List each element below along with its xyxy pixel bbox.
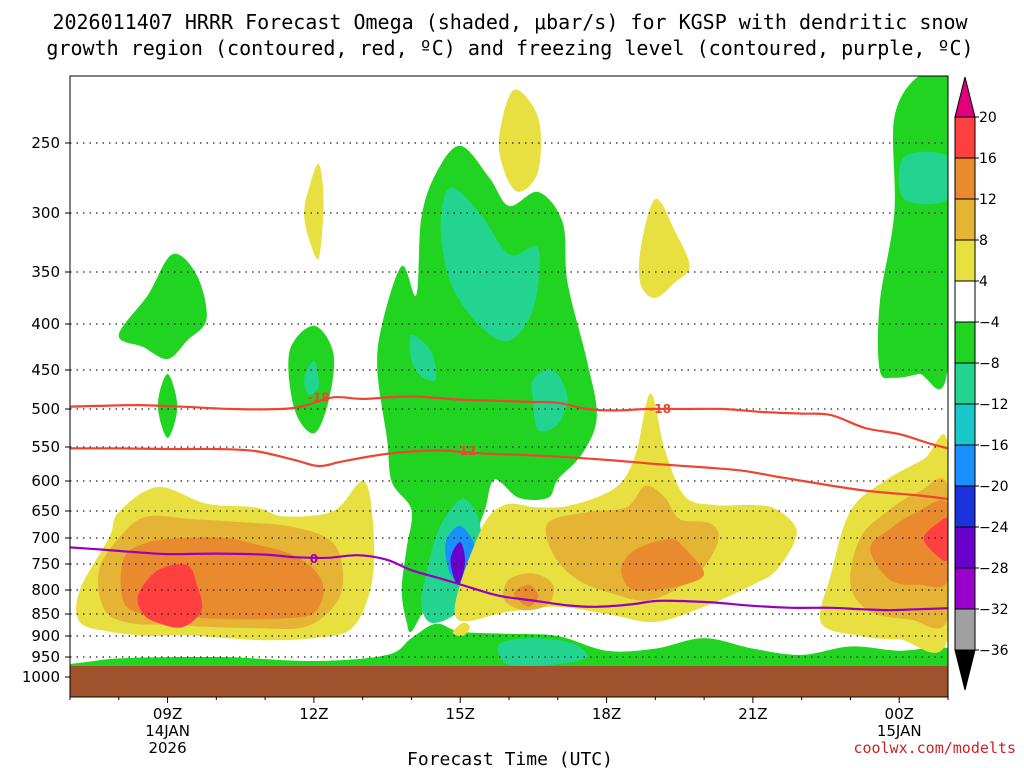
- y-tick-950: 950: [31, 648, 60, 666]
- omega-area-teal-central-left: [409, 334, 437, 382]
- y-tick-650: 650: [31, 502, 60, 520]
- omega-area-red-lower-left: [137, 564, 203, 628]
- colorbar-label-4: 4: [979, 274, 988, 290]
- x-tick-18-line-0: 18Z: [592, 705, 621, 723]
- y-tick-800: 800: [31, 581, 60, 599]
- y-tick-400: 400: [31, 315, 60, 333]
- colorbar-label-20: 20: [979, 110, 997, 126]
- temperature-contours: [70, 395, 948, 612]
- omega-area-yellow-top-19z: [638, 198, 690, 299]
- omega-area-yellow-top-16z: [498, 89, 542, 192]
- x-tick-24-line-0: 00Z: [885, 705, 914, 723]
- chart-title: 2026011407 HRRR Forecast Omega (shaded, …: [46, 10, 973, 60]
- colorbar-segment--4-to-4: [954, 280, 976, 323]
- colorbar-segment--24-to--20: [954, 485, 976, 528]
- omega-area-yellow-top-12z: [304, 163, 324, 260]
- x-tick-24-line-1: 15JAN: [877, 722, 922, 740]
- credit-link[interactable]: coolwx.com/modelts: [853, 739, 1016, 757]
- y-tick-1000: 1000: [22, 668, 60, 686]
- contour-dgz-minus18: [70, 395, 948, 450]
- x-tick-9-line-0: 09Z: [153, 705, 182, 723]
- omega-area-red-right: [923, 517, 948, 562]
- title-line-2: growth region (contoured, red, ºC) and f…: [46, 36, 973, 60]
- contour-label-freezing-level-0-0: 0: [310, 552, 318, 566]
- colorbar-label--16: −16: [979, 438, 1009, 454]
- title-line-1: 2026011407 HRRR Forecast Omega (shaded, …: [52, 10, 968, 34]
- colorbar-label-12: 12: [979, 192, 997, 208]
- contour-label-dgz-minus12-0: -12: [454, 444, 476, 458]
- colorbar-label--4: −4: [979, 315, 1000, 331]
- y-tick-900: 900: [31, 627, 60, 645]
- contour-dgz-minus12: [70, 447, 948, 501]
- colorbar-segment-4-to-8: [954, 239, 976, 282]
- y-tick-300: 300: [31, 204, 60, 222]
- colorbar-bottom-arrow: [954, 649, 976, 691]
- y-tick-700: 700: [31, 529, 60, 547]
- omega-area-yellow-15z-speck: [452, 622, 470, 637]
- contour-labels: -18 -18 -12 0: [308, 390, 671, 566]
- omega-area-orange-right: [870, 500, 948, 588]
- colorbar-label--24: −24: [979, 520, 1009, 536]
- x-tick-15-line-0: 15Z: [446, 705, 475, 723]
- y-tick-500: 500: [31, 400, 60, 418]
- y-tick-250: 250: [31, 134, 60, 152]
- contour-label-dgz-minus18-0: -18: [308, 390, 330, 404]
- colorbar-top-arrow: [954, 76, 976, 118]
- y-axis-ticks: 250 300 350 400 450 500 550 600 650 700 750 800 850 9…: [22, 134, 70, 686]
- colorbar-segment-12-to-16: [954, 157, 976, 200]
- omega-area-teal-central-upper: [440, 187, 540, 342]
- plot-frame: [69, 75, 949, 698]
- omega-area-green-central: [377, 145, 597, 633]
- y-tick-450: 450: [31, 361, 60, 379]
- colorbar-label--8: −8: [979, 356, 1000, 372]
- colorbar-label-8: 8: [979, 233, 988, 249]
- y-tick-550: 550: [31, 438, 60, 456]
- omega-area-teal-12z-blob: [303, 360, 319, 396]
- colorbar-segment--32-to--28: [954, 567, 976, 610]
- y-tick-850: 850: [31, 605, 60, 623]
- omega-area-teal-right-patch: [898, 151, 948, 205]
- contour-freezing-level-0: [70, 546, 948, 612]
- omega-area-green-upper-left: [118, 253, 207, 360]
- colorbar-segment-16-to-20: [954, 116, 976, 159]
- colorbar-label-16: 16: [979, 151, 997, 167]
- omega-area-orange-center-right: [621, 538, 705, 592]
- x-tick-9-line-1: 14JAN: [145, 722, 190, 740]
- colorbar-label--20: −20: [979, 479, 1009, 495]
- colorbar-segment--8-to--4: [954, 321, 976, 364]
- omega-shading: [70, 76, 948, 680]
- colorbar-segment--20-to--16: [954, 444, 976, 487]
- omega-area-teal-central-right: [531, 369, 568, 432]
- x-axis-label: Forecast Time (UTC): [407, 749, 613, 768]
- x-tick-12-line-0: 12Z: [299, 705, 328, 723]
- colorbar-label--36: −36: [979, 643, 1009, 659]
- contour-label-dgz-minus18-1: -18: [649, 402, 671, 416]
- x-tick-21-line-0: 21Z: [738, 705, 767, 723]
- colorbar-segment--36-to--32: [954, 608, 976, 651]
- x-tick-9-line-2: 2026: [148, 739, 186, 757]
- y-tick-600: 600: [31, 472, 60, 490]
- ground-below-surface: [70, 666, 948, 697]
- colorbar-segment--28-to--24: [954, 526, 976, 569]
- colorbar-segment-8-to-12: [954, 198, 976, 241]
- omega-area-teal-bottom: [497, 638, 588, 667]
- colorbar-segment--16-to--12: [954, 403, 976, 446]
- colorbar-label--12: −12: [979, 397, 1009, 413]
- y-tick-750: 750: [31, 555, 60, 573]
- colorbar-label--32: −32: [979, 602, 1009, 618]
- y-tick-350: 350: [31, 263, 60, 281]
- colorbar-label--28: −28: [979, 561, 1009, 577]
- colorbar: −36 −32 −28 −24 −20 −16 −12 −8 −4 4 8 12 16 20: [954, 76, 1009, 691]
- omega-area-navy-plume: [450, 542, 466, 585]
- colorbar-segment--12-to--8: [954, 362, 976, 405]
